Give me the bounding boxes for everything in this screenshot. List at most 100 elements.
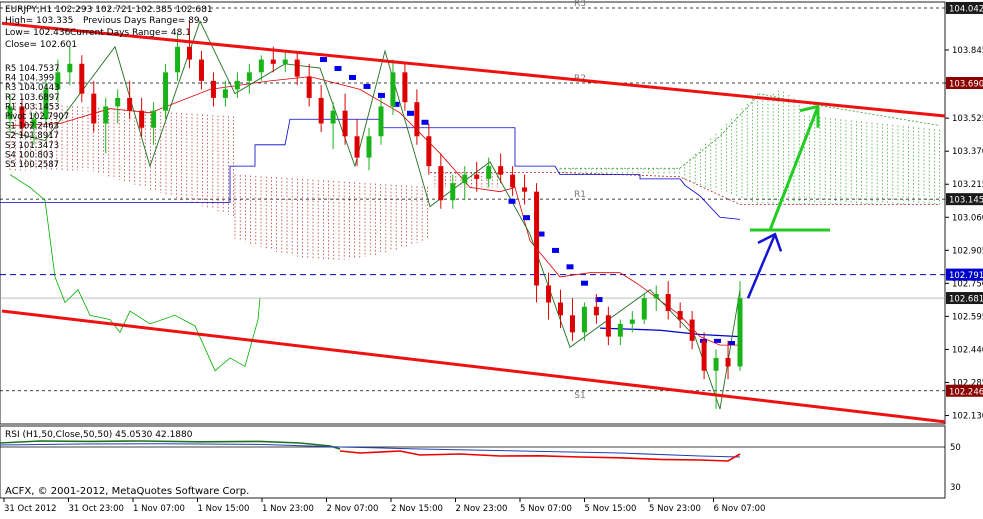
- info-prev-range: Previous Days Range= 89.9: [83, 16, 208, 26]
- time-tick-label: 5 Nov 15:00: [585, 504, 637, 514]
- candle-body: [31, 119, 37, 128]
- time-tick-label: 31 Oct 2012: [4, 504, 57, 514]
- copyright-text: ACFX, © 2001-2012, MetaQuotes Software C…: [5, 486, 249, 497]
- candle-body: [522, 187, 528, 192]
- sar-dot: [363, 83, 371, 89]
- time-tick-label: 1 Nov 23:00: [262, 504, 314, 514]
- candle-body: [151, 110, 157, 128]
- candle-body: [222, 89, 228, 98]
- rsi-pane[interactable]: [0, 425, 946, 499]
- candle-body: [474, 174, 480, 179]
- info-high: High= 103.335: [5, 16, 73, 26]
- green-arrow-head: [799, 104, 820, 128]
- candle-body: [653, 293, 659, 299]
- time-tick-label: 2 Nov 07:00: [327, 504, 379, 514]
- pivot-level-label: S1: [574, 391, 585, 401]
- candle-body: [546, 285, 552, 303]
- sar-dot: [334, 66, 342, 72]
- candle-body: [103, 106, 109, 124]
- rsi-label: RSI (H1,50,Close,50,50) 45.0530 42.1880: [5, 430, 193, 440]
- price-flag: [946, 193, 983, 206]
- candle-body: [557, 302, 563, 316]
- pivot-label: S1 102.2463: [5, 122, 59, 132]
- candle-body: [139, 110, 145, 128]
- sar-dot: [714, 338, 721, 343]
- price-flag: [946, 292, 983, 305]
- candle-body: [270, 59, 276, 64]
- rsi-tick-label: 30: [950, 483, 961, 493]
- price-tick-label: 103.845: [952, 46, 983, 56]
- candle-body: [115, 97, 121, 107]
- sar-dot: [320, 57, 327, 63]
- candle-body: [641, 298, 647, 320]
- sar-dot: [421, 119, 429, 125]
- candle-body: [737, 298, 743, 367]
- pivot-label: R4 104.399: [5, 74, 54, 84]
- price-flag: [946, 1, 983, 14]
- candle-body: [198, 59, 204, 81]
- symbol-header: EURJPY,H1 102.293 102.721 102.385 102.68…: [5, 5, 213, 15]
- candle-body: [19, 106, 25, 128]
- candle-body: [127, 97, 133, 111]
- price-tick-label: 102.285: [952, 378, 983, 388]
- price-flag: [946, 384, 983, 397]
- pivot-label: R1 103.1453: [5, 102, 60, 112]
- candle-body: [510, 174, 516, 188]
- time-tick-label: 1 Nov 15:00: [198, 504, 250, 514]
- green-arrow-shaft: [768, 105, 820, 231]
- candle-body: [713, 357, 719, 371]
- candle-body: [354, 136, 360, 158]
- kijun-line: [0, 118, 741, 220]
- candle-body: [605, 315, 611, 337]
- sar-dot: [595, 297, 603, 303]
- candle-body: [330, 110, 336, 124]
- candle-body: [438, 166, 444, 201]
- price-tick-label: 103.060: [952, 213, 983, 223]
- info-close: Close= 102.601: [5, 40, 77, 50]
- sar-dot: [581, 280, 588, 286]
- candle-body: [498, 166, 504, 175]
- candle-body: [486, 166, 492, 179]
- sar-dot: [537, 231, 545, 237]
- pivot-level-label: R1: [574, 190, 586, 200]
- candle-body: [402, 72, 408, 103]
- chikou-line: [9, 174, 261, 372]
- candle-body: [294, 59, 300, 77]
- candle-body: [342, 110, 348, 137]
- rsi-blue-line: [0, 443, 741, 458]
- pivot-label: S2 101.8917: [5, 131, 59, 141]
- candle-body: [55, 72, 61, 90]
- kijun-line-low: [599, 327, 741, 338]
- price-flag-label: 102.791: [949, 271, 983, 281]
- price-flag-label: 102.681: [949, 295, 983, 305]
- candle-body: [725, 357, 731, 367]
- pivot-label: S4 100.803: [5, 150, 54, 160]
- candle-body: [534, 191, 540, 286]
- candle-body: [306, 76, 312, 98]
- candle-body: [414, 102, 420, 137]
- time-tick-label: 6 Nov 07:00: [714, 504, 766, 514]
- candle-body: [450, 183, 456, 201]
- sar-dot: [552, 247, 559, 253]
- sar-dot: [566, 264, 574, 270]
- candle-body: [210, 80, 216, 98]
- pivot-label: S3 101.3473: [5, 141, 59, 151]
- candle-body: [318, 97, 324, 124]
- senkou-a: [560, 93, 941, 169]
- sar-dot: [349, 74, 356, 80]
- sar-dot: [392, 101, 400, 107]
- price-tick-label: 102.750: [952, 279, 983, 289]
- pivot-label: R3 104.0443: [5, 83, 60, 93]
- blue-arrow-head: [757, 232, 783, 252]
- candle-body: [282, 59, 288, 64]
- price-flag-label: 104.042: [949, 4, 983, 14]
- candle-body: [43, 89, 49, 120]
- price-pane[interactable]: [0, 1, 946, 425]
- pivot-label: S5 100.2587: [5, 160, 59, 170]
- lower-channel-line: [1, 309, 946, 424]
- candle-body: [569, 315, 575, 333]
- price-flag-label: 102.246: [949, 387, 983, 397]
- candle-body: [677, 311, 683, 320]
